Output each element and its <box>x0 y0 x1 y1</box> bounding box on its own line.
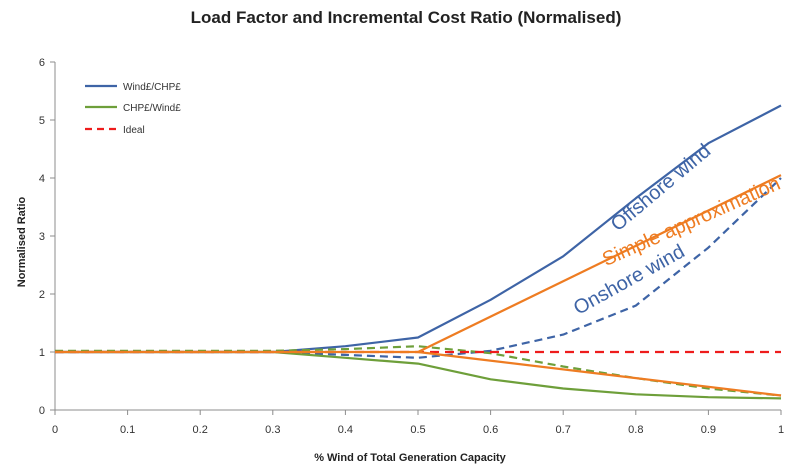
series-onshore-down-line <box>55 345 782 397</box>
x-tick-label: 0.5 <box>410 424 425 436</box>
x-tick-label: 0 <box>52 424 58 436</box>
x-tick-label: 0.1 <box>120 424 135 436</box>
chart-title: Load Factor and Incremental Cost Ratio (… <box>190 8 622 27</box>
y-tick-label: 3 <box>39 231 45 243</box>
legend-entry-label: Wind£/CHP£ <box>123 82 181 93</box>
axes: 0 1 2 3 4 5 6 0 0.1 0.2 0.3 0.4 0.5 0.6 0.7 0.8 0.9 1 <box>39 57 784 436</box>
legend: Wind£/CHP£ CHP£/Wind£ Ideal <box>85 82 181 136</box>
legend-entry-label: Ideal <box>123 125 145 136</box>
legend-entry-label: CHP£/Wind£ <box>123 103 181 114</box>
y-tick-label: 4 <box>39 173 45 185</box>
x-axis-label: % Wind of Total Generation Capacity <box>314 452 506 464</box>
y-tick-label: 5 <box>39 115 45 127</box>
x-tick-label: 0.2 <box>193 424 208 436</box>
x-tick-label: 0.8 <box>628 424 643 436</box>
x-tick-label: 0.9 <box>701 424 716 436</box>
series-approx-down-line <box>417 350 782 397</box>
series-offshore-down-line <box>55 350 782 400</box>
y-tick-label: 2 <box>39 289 45 301</box>
x-tick-label: 0.7 <box>556 424 571 436</box>
x-tick-label: 1 <box>778 424 784 436</box>
series-lines <box>55 104 782 400</box>
x-tick-label: 0.3 <box>265 424 280 436</box>
x-tick-label: 0.4 <box>338 424 353 436</box>
y-tick-label: 1 <box>39 347 45 359</box>
series-approx-up-line <box>417 174 782 353</box>
x-tick-label: 0.6 <box>483 424 498 436</box>
y-tick-label: 0 <box>39 405 45 417</box>
y-tick-label: 6 <box>39 57 45 69</box>
